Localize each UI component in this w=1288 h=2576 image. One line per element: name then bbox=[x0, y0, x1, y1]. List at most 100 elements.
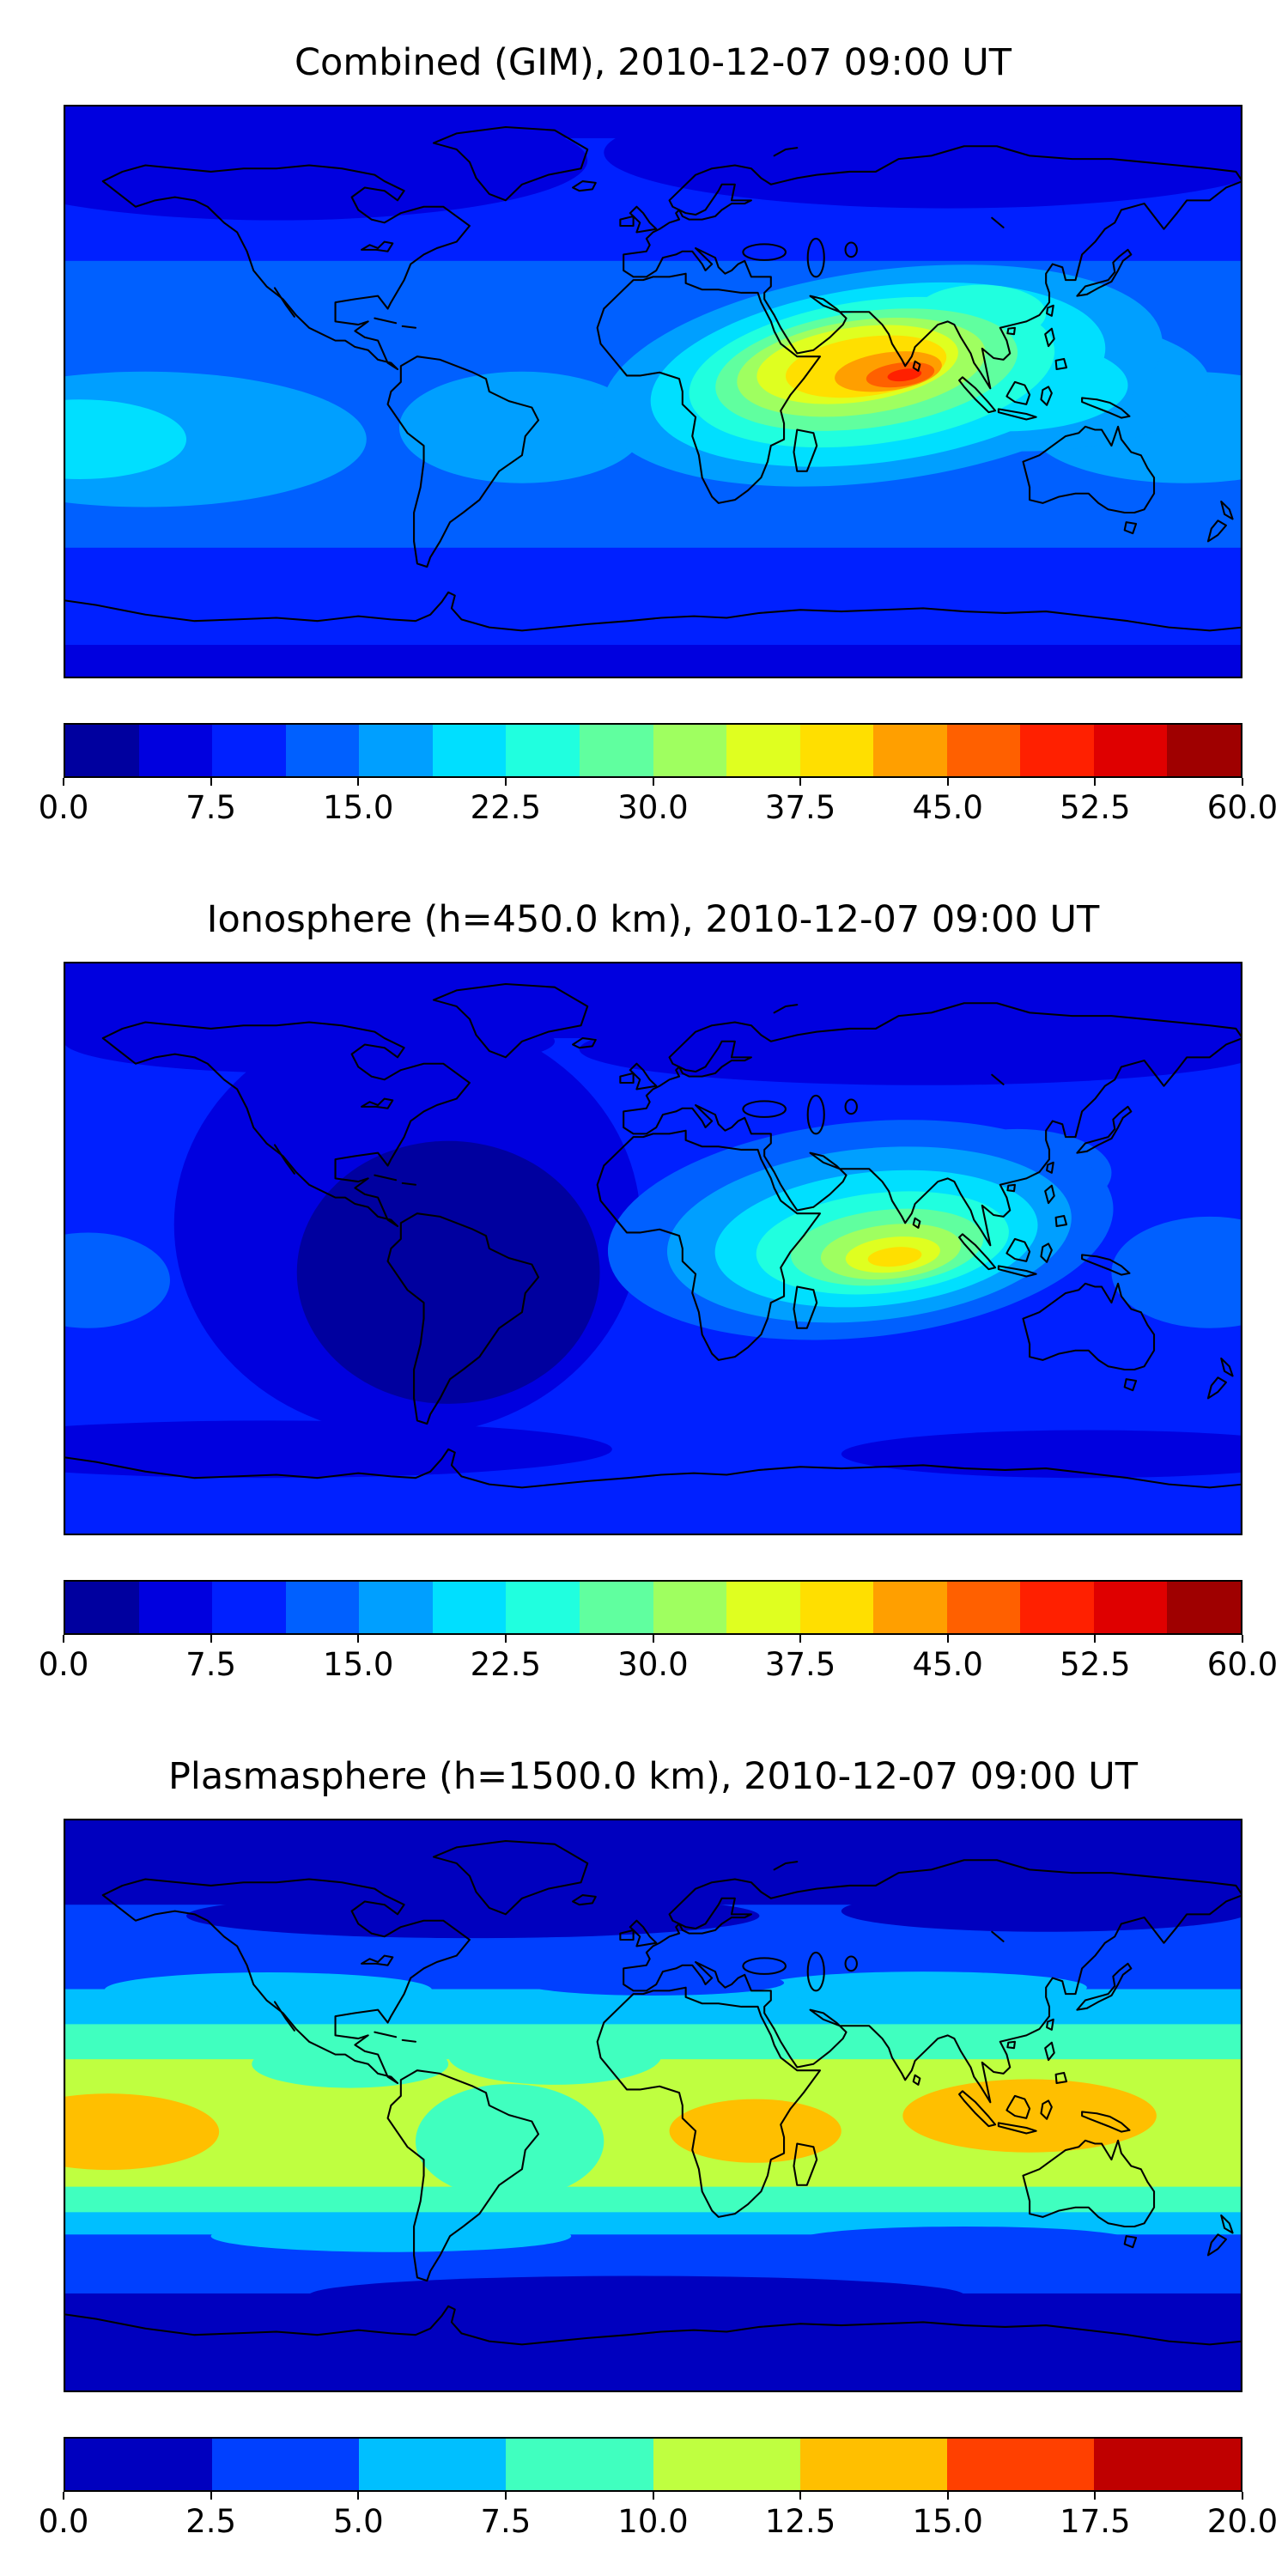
panel-plasmasphere: Plasmasphere (h=1500.0 km), 2010-12-07 0… bbox=[39, 1755, 1279, 2547]
colorbar-tick-label: 15.0 bbox=[323, 789, 394, 826]
map-ionosphere bbox=[64, 962, 1242, 1535]
colorbar-segment bbox=[946, 1582, 1021, 1633]
panel-combined-title: Combined (GIM), 2010-12-07 09:00 UT bbox=[294, 41, 1012, 84]
colorbar-tick bbox=[357, 778, 360, 786]
colorbar-tick bbox=[946, 778, 949, 786]
colorbar-tick bbox=[1242, 778, 1243, 786]
colorbar-tick-label: 0.0 bbox=[38, 1646, 89, 1683]
colorbar-segment bbox=[799, 1582, 874, 1633]
colorbar-tick-label: 15.0 bbox=[912, 2503, 983, 2540]
colorbar-tick-label: 37.5 bbox=[764, 1646, 836, 1683]
colorbar-tick-label: 17.5 bbox=[1060, 2503, 1131, 2540]
colorbar-segment bbox=[212, 1582, 286, 1633]
colorbar-segment bbox=[359, 2439, 507, 2490]
colorbar-tick bbox=[1094, 778, 1097, 786]
contour-bands-layer bbox=[64, 962, 1242, 1535]
colorbar-tick-label: 7.5 bbox=[480, 2503, 532, 2540]
colorbar-tick-label: 2.5 bbox=[185, 2503, 237, 2540]
colorbar-segment bbox=[506, 2439, 653, 2490]
colorbar-segment bbox=[506, 1582, 580, 1633]
colorbar-tick bbox=[652, 1635, 654, 1643]
map-combined bbox=[64, 105, 1242, 678]
colorbar-tick bbox=[652, 778, 654, 786]
colorbar-segment bbox=[799, 725, 874, 776]
colorbar-segment bbox=[579, 1582, 653, 1633]
colorbar-segment bbox=[726, 1582, 800, 1633]
colorbar-segment bbox=[359, 725, 433, 776]
colorbar-tick-label: 7.5 bbox=[185, 789, 237, 826]
colorbar-tick-label: 22.5 bbox=[470, 789, 542, 826]
colorbar-segment bbox=[359, 1582, 433, 1633]
colorbar-segment bbox=[432, 1582, 507, 1633]
colorbar-tick bbox=[946, 1635, 949, 1643]
colorbar-tick bbox=[799, 778, 802, 786]
colorbar-ticks-combined: 0.0 7.5 15.0 22.5 30.0 37.5 45.0 52.5 60.0 bbox=[39, 778, 1278, 833]
colorbar-segment bbox=[653, 2439, 800, 2490]
colorbar-segment bbox=[212, 2439, 360, 2490]
colorbar-tick-label: 45.0 bbox=[912, 789, 983, 826]
colorbar-segment bbox=[65, 1582, 139, 1633]
colorbar-segment bbox=[799, 2439, 947, 2490]
colorbar-tick bbox=[1242, 2492, 1243, 2500]
colorbar-segment bbox=[65, 725, 139, 776]
colorbar-tick-label: 12.5 bbox=[764, 2503, 836, 2540]
contour-bands-layer bbox=[64, 1819, 1242, 2392]
colorbar-tick-label: 10.0 bbox=[617, 2503, 689, 2540]
colorbar-tick-label: 37.5 bbox=[764, 789, 836, 826]
colorbar-tick-label: 52.5 bbox=[1060, 1646, 1131, 1683]
colorbar-tick bbox=[946, 2492, 949, 2500]
colorbar-tick bbox=[63, 778, 64, 786]
panel-combined: Combined (GIM), 2010-12-07 09:00 UT bbox=[39, 0, 1279, 833]
colorbar-tick-label: 15.0 bbox=[323, 1646, 394, 1683]
colorbar-tick-label: 0.0 bbox=[38, 2503, 89, 2540]
colorbar-segment bbox=[1093, 725, 1168, 776]
colorbar-tick-label: 20.0 bbox=[1206, 2503, 1279, 2540]
colorbar-segment bbox=[285, 725, 360, 776]
colorbar-segment bbox=[873, 1582, 947, 1633]
colorbar-segment bbox=[946, 725, 1021, 776]
colorbar-ticks-ionosphere: 0.0 7.5 15.0 22.5 30.0 37.5 45.0 52.5 60.0 bbox=[39, 1635, 1278, 1690]
colorbar-segment bbox=[1093, 2439, 1241, 2490]
map-border bbox=[64, 962, 1242, 1535]
colorbar-tick bbox=[1242, 1635, 1243, 1643]
colorbar-tick bbox=[357, 1635, 360, 1643]
colorbar-ticks-plasmasphere: 0.0 2.5 5.0 7.5 10.0 12.5 15.0 17.5 20.0 bbox=[39, 2492, 1278, 2547]
colorbar-tick bbox=[799, 2492, 802, 2500]
colorbar-segment bbox=[432, 725, 507, 776]
colorbar-tick-label: 22.5 bbox=[470, 1646, 542, 1683]
colorbar-tick-label: 30.0 bbox=[617, 789, 689, 826]
colorbar-segment bbox=[873, 725, 947, 776]
colorbar-segment bbox=[285, 1582, 360, 1633]
map-plasmasphere bbox=[64, 1819, 1242, 2392]
colorbar-tick-label: 0.0 bbox=[38, 789, 89, 826]
map-border bbox=[64, 1819, 1242, 2392]
colorbar-segment bbox=[1167, 725, 1241, 776]
colorbar-tick bbox=[210, 1635, 212, 1643]
colorbar-tick bbox=[504, 1635, 507, 1643]
colorbar-tick-label: 60.0 bbox=[1206, 789, 1279, 826]
colorbar-tick bbox=[357, 2492, 360, 2500]
colorbar-tick bbox=[504, 2492, 507, 2500]
colorbar-tick bbox=[63, 1635, 64, 1643]
colorbar-segment bbox=[506, 725, 580, 776]
panel-ionosphere: Ionosphere (h=450.0 km), 2010-12-07 09:0… bbox=[39, 898, 1279, 1690]
colorbar-segment bbox=[1020, 725, 1094, 776]
colorbar-segment bbox=[653, 725, 727, 776]
contour-bands-layer bbox=[64, 105, 1242, 678]
colorbar-tick-label: 45.0 bbox=[912, 1646, 983, 1683]
colorbar-segment bbox=[1020, 1582, 1094, 1633]
colorbar-segment bbox=[653, 1582, 727, 1633]
colorbar-segment bbox=[212, 725, 286, 776]
colorbar-combined bbox=[64, 723, 1242, 778]
colorbar-segment bbox=[138, 1582, 213, 1633]
colorbar-segment bbox=[726, 725, 800, 776]
colorbar-segment bbox=[1093, 1582, 1168, 1633]
colorbar-tick bbox=[1094, 1635, 1097, 1643]
colorbar-tick-label: 7.5 bbox=[185, 1646, 237, 1683]
colorbar-tick-label: 52.5 bbox=[1060, 789, 1131, 826]
colorbar-tick bbox=[799, 1635, 802, 1643]
colorbar-tick-label: 30.0 bbox=[617, 1646, 689, 1683]
colorbar-tick-label: 60.0 bbox=[1206, 1646, 1279, 1683]
colorbar-plasmasphere bbox=[64, 2437, 1242, 2492]
